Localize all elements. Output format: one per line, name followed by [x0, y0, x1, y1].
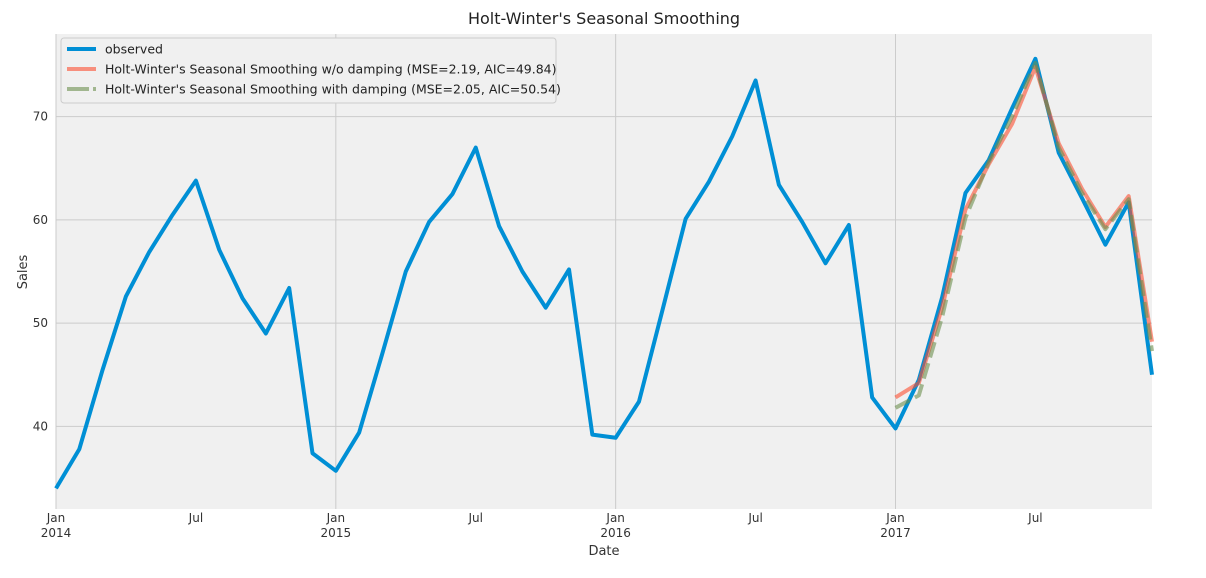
- x-tick-label: Jan: [885, 511, 905, 525]
- legend-box: [60, 37, 557, 104]
- y-tick-label: 70: [33, 110, 48, 124]
- legend-label-observed: observed: [105, 42, 163, 57]
- y-tick-label: 60: [33, 213, 48, 227]
- series-no-damping: [894, 65, 1154, 400]
- grid: [55, 34, 1152, 509]
- x-axis-label: Date: [588, 544, 619, 559]
- series-damping: [894, 60, 1154, 410]
- x-tick-label: Jan: [326, 511, 346, 525]
- y-tick-label: 50: [33, 316, 48, 330]
- legend-label-damping: Holt-Winter's Seasonal Smoothing with da…: [105, 82, 561, 97]
- y-axis-label: Sales: [16, 254, 31, 289]
- x-tick-label: Jul: [1027, 511, 1042, 525]
- y-tick-label: 40: [33, 419, 48, 433]
- x-tick-label: Jan: [46, 511, 66, 525]
- x-tick-sublabel: 2017: [880, 526, 911, 540]
- x-tick-sublabel: 2015: [321, 526, 352, 540]
- x-tick-label: Jan: [605, 511, 625, 525]
- x-tick-label: Jul: [468, 511, 483, 525]
- x-tick-label: Jul: [747, 511, 762, 525]
- plot-background: [56, 34, 1152, 509]
- legend: observed Holt-Winter's Seasonal Smoothin…: [60, 37, 561, 104]
- series-layer: [54, 56, 1154, 490]
- x-tick-sublabel: 2016: [600, 526, 631, 540]
- chart-title: Holt-Winter's Seasonal Smoothing: [468, 9, 740, 28]
- legend-label-no-damping: Holt-Winter's Seasonal Smoothing w/o dam…: [105, 62, 556, 77]
- series-observed: [54, 56, 1154, 490]
- x-tick-label: Jul: [188, 511, 203, 525]
- x-tick-sublabel: 2014: [41, 526, 72, 540]
